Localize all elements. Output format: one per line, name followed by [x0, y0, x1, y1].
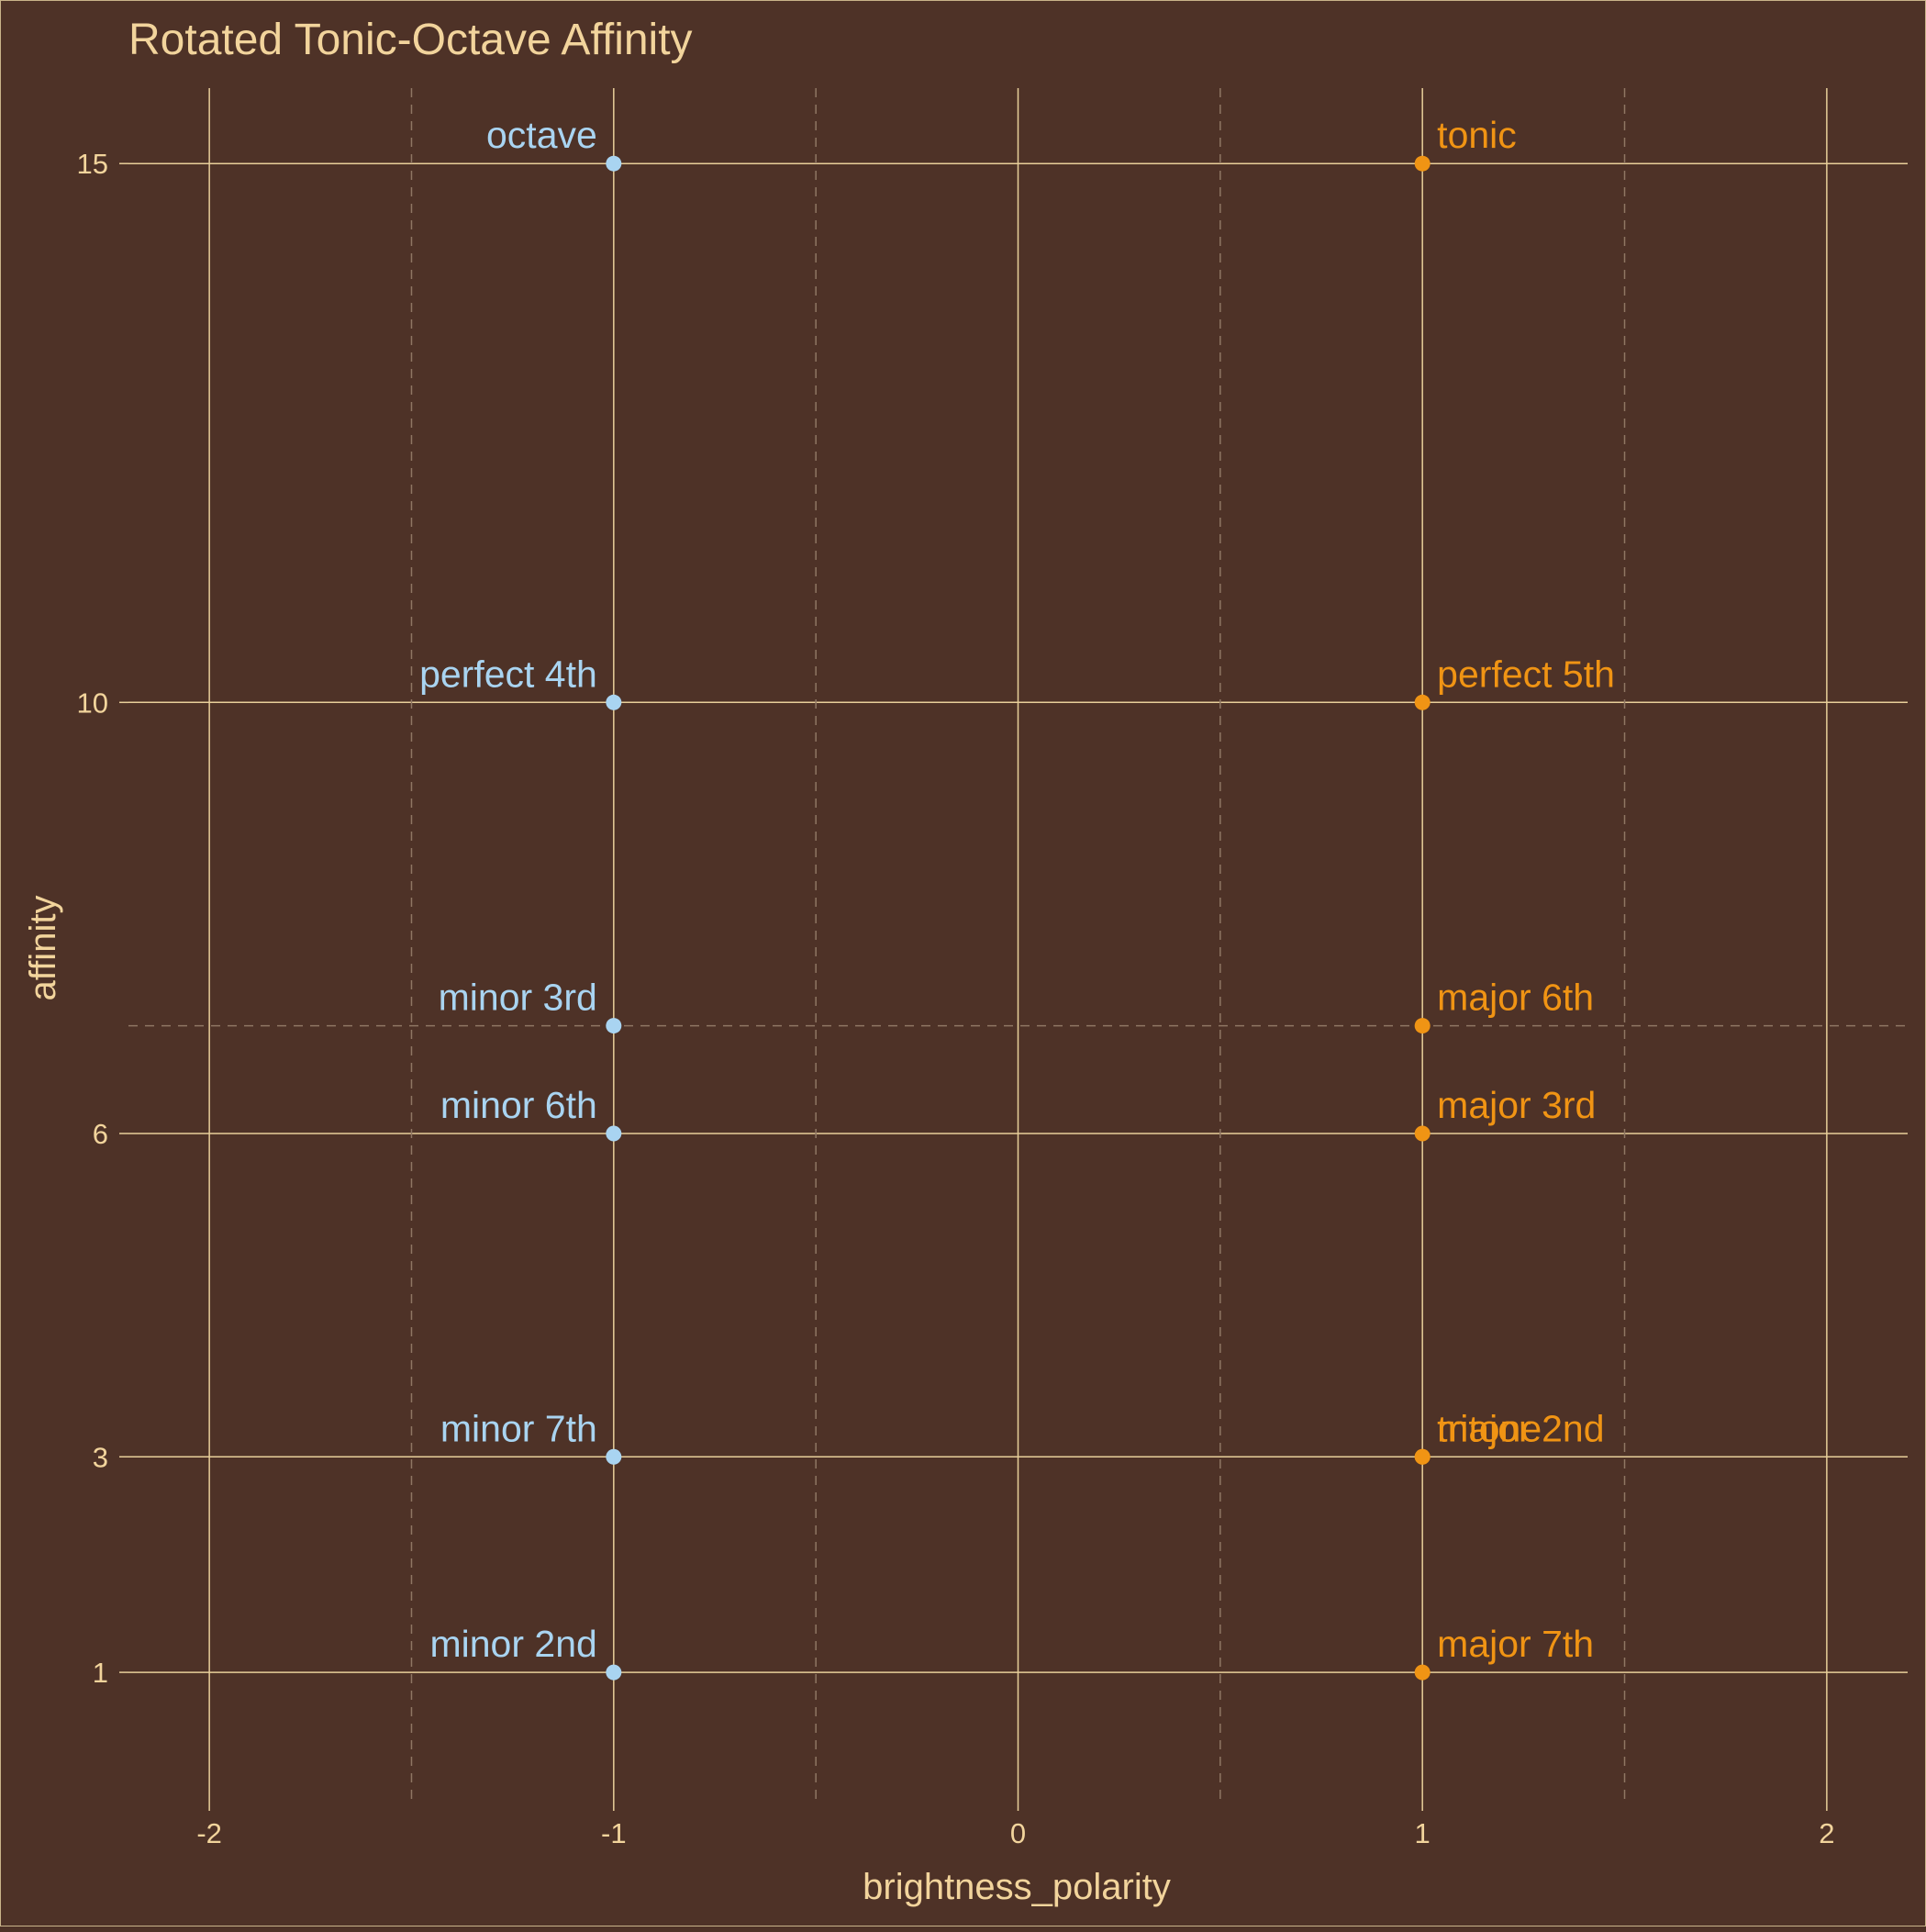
x-tick-label: 1	[1415, 1817, 1431, 1849]
point-label: minor 7th	[440, 1407, 597, 1449]
point-label: minor 2nd	[429, 1623, 596, 1665]
x-tick-label: 2	[1819, 1817, 1834, 1849]
point-label: major 3rd	[1437, 1084, 1596, 1126]
point-label: octave	[486, 114, 597, 156]
point-label: perfect 5th	[1437, 653, 1615, 695]
point-label: perfect 4th	[419, 653, 597, 695]
reference-lines	[128, 88, 1908, 1802]
point-label: tonic	[1437, 114, 1517, 156]
y-tick-label: 10	[77, 687, 108, 719]
point-label: tritone	[1437, 1407, 1542, 1449]
data-point	[1414, 1125, 1431, 1142]
data-point	[1414, 155, 1431, 172]
point-label: minor 6th	[440, 1084, 597, 1126]
data-point	[606, 1018, 622, 1034]
point-label: major 2nd	[1437, 1407, 1604, 1449]
y-tick-label: 1	[93, 1657, 108, 1689]
data-point	[1414, 1664, 1431, 1681]
y-tick-label: 3	[93, 1441, 108, 1473]
point-label: major 7th	[1437, 1623, 1594, 1665]
points-layer	[606, 155, 1431, 1681]
data-point	[606, 155, 622, 172]
point-label: minor 3rd	[439, 977, 597, 1019]
data-point	[1414, 1448, 1431, 1465]
data-point	[606, 694, 622, 710]
grid-layer	[128, 88, 1908, 1802]
x-axis-title: brightness_polarity	[863, 1867, 1171, 1907]
x-tick-label: -2	[196, 1817, 222, 1849]
point-labels-layer: octave tonic perfect 4th perfect 5th minor 3…	[419, 114, 1615, 1665]
y-tick-label: 15	[77, 148, 108, 180]
data-point	[1414, 694, 1431, 710]
data-point	[606, 1448, 622, 1465]
data-point	[1414, 1018, 1431, 1034]
y-axis-title: affinity	[23, 896, 63, 1001]
data-point	[606, 1664, 622, 1681]
data-point	[606, 1125, 622, 1142]
y-tick-label: 6	[93, 1118, 108, 1150]
x-tick-label: 0	[1010, 1817, 1026, 1849]
x-tick-label: -1	[601, 1817, 627, 1849]
point-label: major 6th	[1437, 977, 1594, 1019]
chart-title: Rotated Tonic-Octave Affinity	[128, 16, 693, 64]
tick-labels-layer: 1 3 6 10 15 -2 -1 0 1 2	[77, 148, 1835, 1849]
